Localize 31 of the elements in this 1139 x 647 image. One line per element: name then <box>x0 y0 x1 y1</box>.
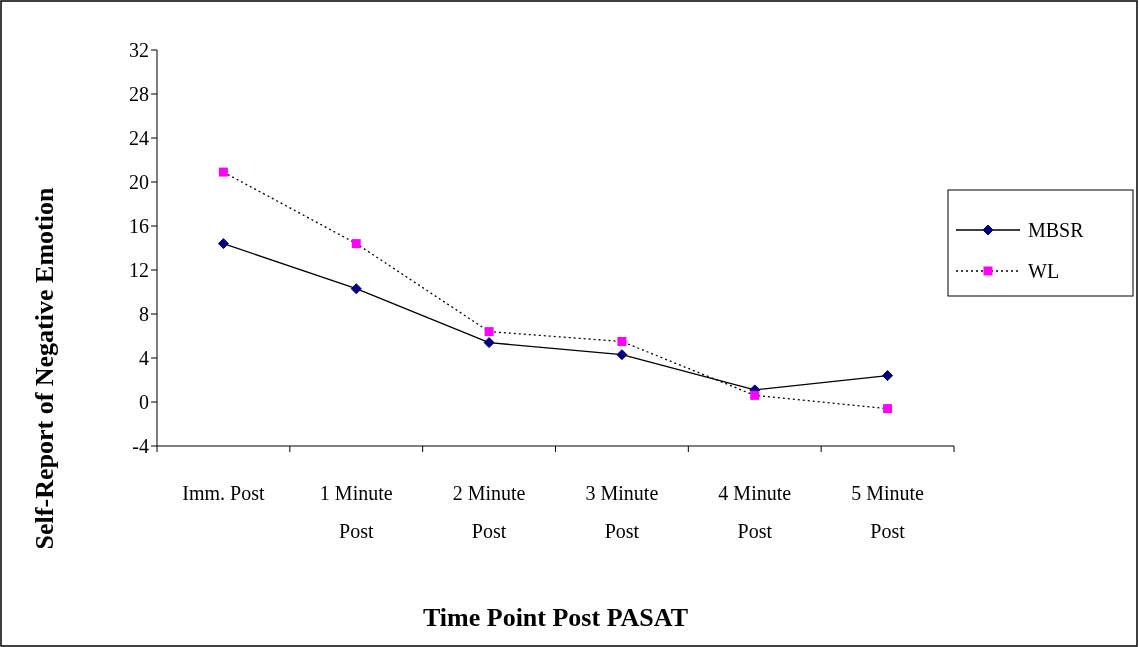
y-tick-label: 4 <box>139 347 149 369</box>
x-tick-label: Imm. Post <box>182 482 265 504</box>
y-tick-label: 16 <box>129 215 149 237</box>
y-tick-label: 32 <box>129 39 149 61</box>
y-tick-label: 28 <box>129 83 149 105</box>
point <box>483 337 495 349</box>
x-tick-label: 5 Minute Post <box>851 482 925 542</box>
point <box>883 404 893 414</box>
y-tick-label: 12 <box>129 259 149 281</box>
x-tick-label: 2 Minute Post <box>452 482 526 542</box>
y-tick-label: 20 <box>129 171 149 193</box>
legend-label: MBSR <box>1028 219 1085 241</box>
point <box>350 283 362 295</box>
y-tick-label: 24 <box>129 127 149 149</box>
x-tick-label: 4 Minute Post <box>718 482 792 542</box>
y-axis-title: Self-Report of Negative Emotion <box>30 187 59 550</box>
x-axis-title: Time Point Post PASAT <box>422 603 689 632</box>
point <box>750 390 760 400</box>
point <box>217 238 229 250</box>
legend-label: WL <box>1028 260 1060 282</box>
x-tick-label: 3 Minute Post <box>585 482 659 542</box>
x-tick-label: 1 Minute Post <box>319 482 393 542</box>
y-tick-label: 8 <box>139 303 149 325</box>
point <box>351 239 361 249</box>
point <box>484 327 494 337</box>
point <box>218 167 228 177</box>
point <box>616 349 628 361</box>
y-tick-label: -4 <box>132 435 149 457</box>
y-tick-label: 0 <box>139 391 149 413</box>
point <box>882 370 894 382</box>
point <box>617 337 627 346</box>
